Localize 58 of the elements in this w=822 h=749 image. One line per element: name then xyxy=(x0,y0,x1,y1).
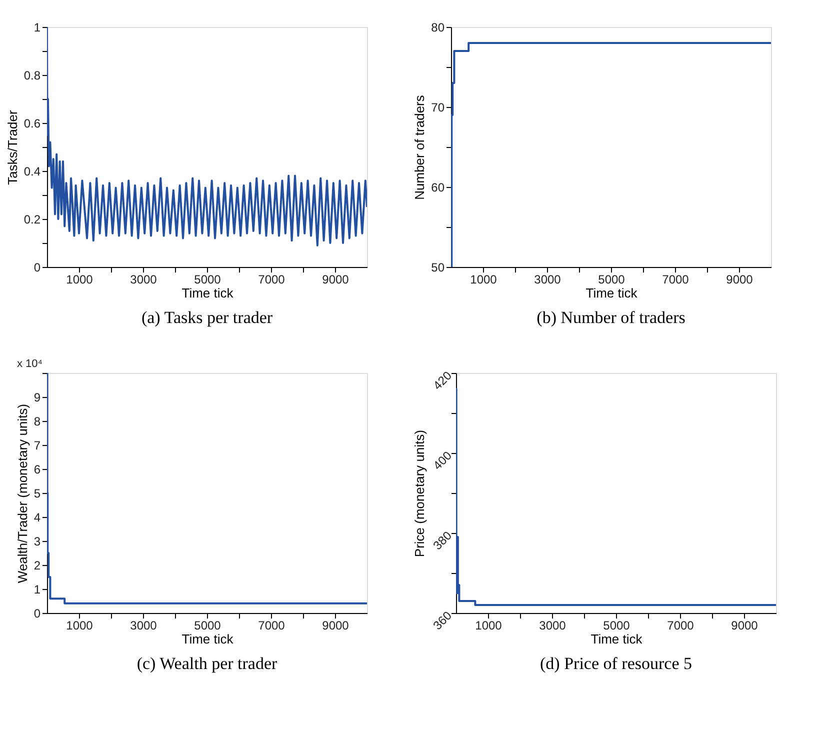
y-tick-label: 0 xyxy=(34,606,41,620)
x-tick-label: 1000 xyxy=(475,618,502,632)
text: x 10⁴ xyxy=(17,358,43,370)
y-tick-label: 360 xyxy=(430,608,455,633)
y-tick-label: 0.2 xyxy=(24,212,41,226)
x-tick-label: 5000 xyxy=(194,272,222,286)
text: (d) Price of resource 5 xyxy=(540,654,692,673)
x-tick-label: 9000 xyxy=(322,618,350,632)
x-axis-title: Time tick xyxy=(182,286,234,300)
y-tick-label: 70 xyxy=(431,100,445,114)
x-tick-label: 9000 xyxy=(731,618,758,632)
y-tick-label: 9 xyxy=(34,390,41,404)
y-axis-title: Tasks/Trader xyxy=(4,110,20,185)
text: (b) Number of traders xyxy=(536,308,686,327)
x-tick-label: 1000 xyxy=(66,272,94,286)
y-tick-label: 400 xyxy=(430,448,455,473)
y-tick-label: 8 xyxy=(34,414,41,428)
y-tick-label: 1 xyxy=(34,20,41,34)
x-tick-label: 7000 xyxy=(258,272,286,286)
y-tick-label: 0.6 xyxy=(24,116,41,130)
x-tick-label: 7000 xyxy=(258,618,286,632)
x-axis-title: Time tick xyxy=(586,286,638,300)
x-axis-title: Time tick xyxy=(182,632,234,646)
y-tick-label: 4 xyxy=(34,510,41,524)
x-tick-label: 3000 xyxy=(539,618,566,632)
y-axis-title: Wealth/Trader (monetary units) xyxy=(14,404,30,584)
x-tick-label: 7000 xyxy=(667,618,694,632)
y-tick-label: 60 xyxy=(431,180,445,194)
x-axis-title: Time tick xyxy=(590,632,643,646)
line-series xyxy=(47,27,367,246)
x-tick-label: 9000 xyxy=(322,272,350,286)
y-tick-label: 6 xyxy=(34,462,41,476)
y-tick-label: 2 xyxy=(34,558,41,572)
x-tick-label: 9000 xyxy=(726,272,754,286)
y-tick-label: 0.8 xyxy=(24,68,41,82)
y-tick-label: 1 xyxy=(34,582,41,596)
y-tick-label: 50 xyxy=(431,260,445,274)
y-tick-label: 80 xyxy=(431,20,445,34)
x-tick-label: 1000 xyxy=(66,618,94,632)
text: (a) Tasks per trader xyxy=(141,308,273,327)
x-tick-label: 5000 xyxy=(603,618,630,632)
y-axis-title: Number of traders xyxy=(412,94,428,200)
y-tick-label: 420 xyxy=(430,368,455,393)
y-tick-label: 380 xyxy=(430,528,455,553)
y-tick-label: 7 xyxy=(34,438,41,452)
y-tick-label: 0.4 xyxy=(24,164,41,178)
y-tick-label: 0 xyxy=(34,260,41,274)
x-tick-label: 7000 xyxy=(662,272,690,286)
x-tick-label: 1000 xyxy=(470,272,498,286)
text: (c) Wealth per trader xyxy=(136,654,278,673)
x-tick-label: 5000 xyxy=(194,618,222,632)
x-tick-label: 3000 xyxy=(130,272,158,286)
y-tick-label: 3 xyxy=(34,534,41,548)
x-tick-label: 3000 xyxy=(534,272,562,286)
x-tick-label: 5000 xyxy=(598,272,626,286)
y-tick-label: 5 xyxy=(34,486,41,500)
x-tick-label: 3000 xyxy=(130,618,158,632)
y-axis-title: Price (monetary units) xyxy=(412,430,428,558)
